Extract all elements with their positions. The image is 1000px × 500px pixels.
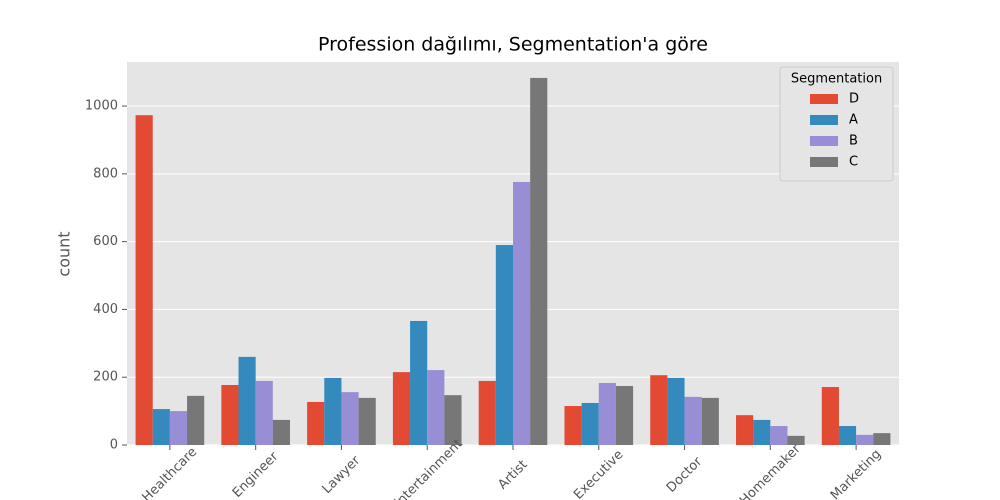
legend-swatch	[810, 136, 838, 146]
bar	[650, 375, 668, 445]
bar	[873, 433, 891, 445]
bar	[684, 396, 702, 445]
legend-title: Segmentation	[791, 72, 882, 87]
x-tick-label: Artist	[495, 457, 530, 492]
x-tick-label: Healthcare	[140, 445, 201, 500]
bar	[307, 401, 325, 445]
bar	[169, 411, 188, 445]
legend-label: B	[849, 134, 858, 149]
bars	[135, 77, 891, 446]
bar	[667, 377, 685, 445]
bar	[272, 419, 290, 445]
bar	[564, 406, 582, 445]
y-tick-label: 200	[93, 370, 118, 385]
bar	[221, 385, 239, 445]
bar	[615, 386, 634, 445]
x-tick-label: Marketing	[828, 447, 884, 500]
x-tick-label: Doctor	[664, 454, 706, 496]
bar	[187, 395, 205, 445]
bar	[324, 377, 342, 445]
bar	[238, 356, 256, 445]
chart-title: Profession dağılımı, Segmentation'a göre	[318, 34, 708, 56]
bar	[821, 387, 839, 445]
bar	[736, 415, 754, 445]
x-tick-label: Lawyer	[320, 453, 364, 497]
bar	[341, 392, 359, 445]
y-tick-label: 1000	[85, 99, 118, 114]
bar	[787, 435, 805, 445]
bar	[598, 382, 616, 445]
legend-swatch	[810, 115, 838, 125]
legend-label: A	[849, 113, 858, 128]
bar	[838, 426, 857, 445]
bar	[410, 320, 428, 445]
bar	[358, 397, 376, 445]
legend-swatch	[810, 94, 838, 104]
bar	[770, 426, 788, 445]
x-tick-label: Engineer	[230, 449, 282, 500]
bar	[513, 181, 531, 445]
bar	[753, 419, 771, 445]
bar	[255, 380, 273, 445]
legend-label: D	[849, 92, 859, 107]
y-tick-label: 800	[93, 166, 118, 181]
legend-swatch	[810, 157, 838, 167]
bar	[478, 380, 496, 445]
bar	[701, 397, 719, 445]
y-axis-label: count	[55, 231, 74, 276]
bar	[392, 372, 411, 445]
bar	[581, 402, 599, 445]
bar	[530, 77, 548, 446]
y-tick-label: 600	[93, 234, 118, 249]
x-tick-label: Executive	[571, 447, 626, 500]
bar	[135, 115, 153, 446]
bar	[856, 434, 874, 445]
bar	[444, 395, 462, 445]
y-tick-label: 0	[110, 438, 118, 453]
bar	[152, 409, 170, 445]
y-tick-label: 400	[93, 302, 118, 317]
legend-label: C	[849, 155, 858, 170]
bar	[427, 370, 445, 445]
bar	[495, 245, 513, 445]
